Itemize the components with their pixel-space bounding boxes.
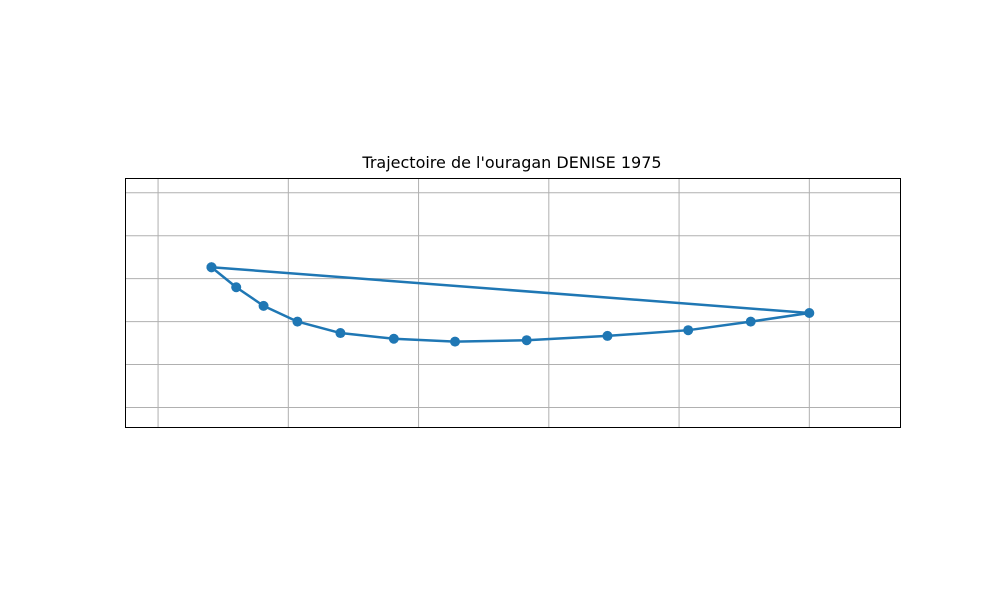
track-point-9 bbox=[683, 325, 694, 336]
plot-frame bbox=[125, 178, 901, 428]
track-point-4 bbox=[335, 328, 346, 339]
track-point-8 bbox=[602, 330, 613, 341]
grid bbox=[125, 178, 901, 428]
track-point-6 bbox=[450, 336, 461, 347]
track-point-3 bbox=[292, 316, 303, 327]
track-point-10 bbox=[745, 316, 756, 327]
series-track bbox=[206, 262, 815, 347]
track-point-11 bbox=[804, 308, 815, 319]
track-point-1 bbox=[231, 282, 242, 293]
chart-title: Trajectoire de l'ouragan DENISE 1975 bbox=[361, 153, 661, 172]
track-point-12 bbox=[206, 262, 217, 273]
track-point-7 bbox=[521, 335, 532, 346]
track-point-2 bbox=[258, 300, 269, 311]
track-point-5 bbox=[388, 333, 399, 344]
